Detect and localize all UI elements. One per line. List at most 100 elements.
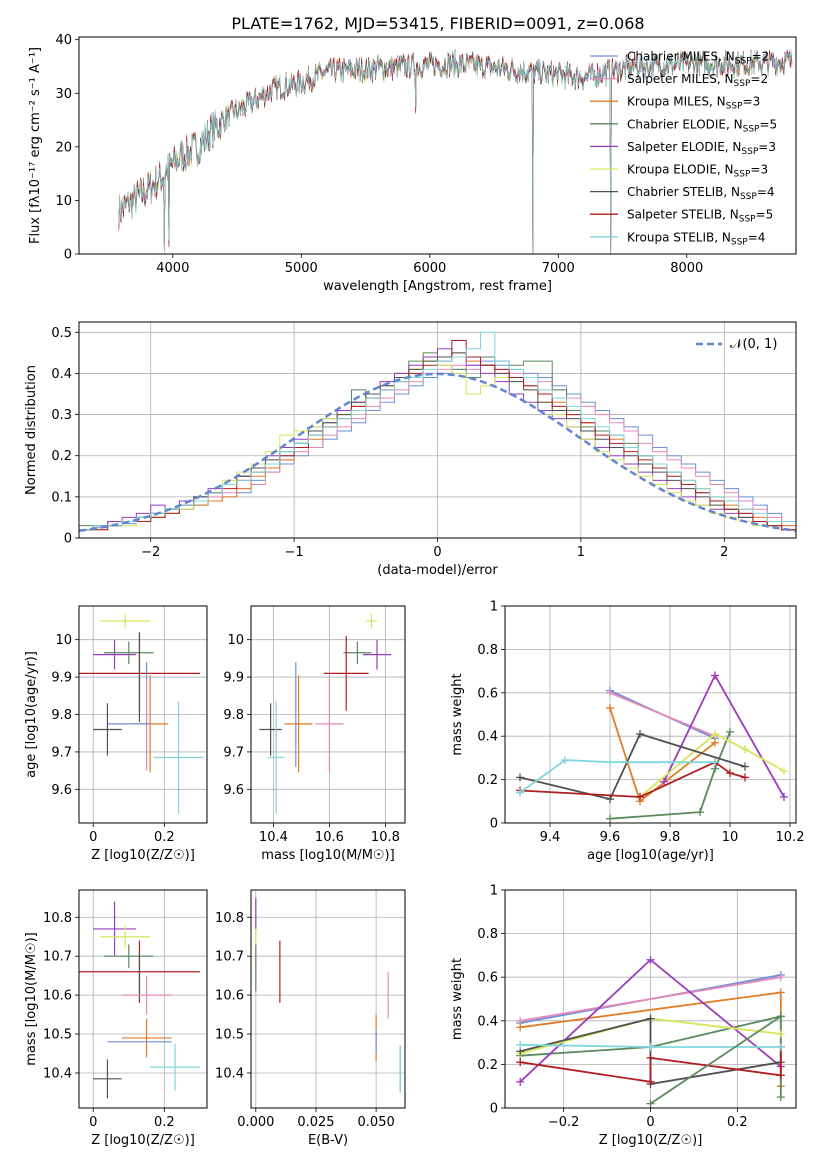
weight-line-ChabrierSTELIB <box>519 1017 781 1086</box>
y-tick-label: 0.6 <box>477 971 498 986</box>
x-tick-label: 6000 <box>413 261 446 276</box>
spectrum-line-KroupaSTELIB <box>118 49 793 254</box>
plot-area <box>516 955 785 1108</box>
plot-area <box>259 613 391 814</box>
weight-line-ChabrierELODIE <box>609 731 731 820</box>
axes-mass-weight-vs-age: 9.4 9.6 9.8 10 10.2 0 0.2 0.4 0.6 0.8 1 age [log10(… <box>450 600 804 864</box>
histogram-KroupaSTELIB <box>79 331 796 538</box>
y-tick-label: 40 <box>55 33 72 48</box>
y-tick-label: 0.4 <box>51 367 72 382</box>
axes-frame <box>78 36 797 255</box>
y-tick-label: 0.1 <box>51 490 72 505</box>
x-tick-label: 0.2 <box>154 830 175 845</box>
x-tick-label: 0.2 <box>727 1115 748 1130</box>
x-tick-label: 1 <box>577 545 585 560</box>
plots-layer: 4000 5000 6000 7000 8000010203040wavelength … <box>24 33 804 1148</box>
spectrum-legend: Chabrier MILES, NSSP=2 Salpeter MILES, NS… <box>590 50 777 247</box>
plot-area <box>255 897 401 1093</box>
y-axis-label: Normed distribution <box>24 365 39 495</box>
y-tick-label: 0.4 <box>477 1014 498 1029</box>
legend-label: Kroupa ELODIE, NSSP=3 <box>627 163 768 180</box>
residual-legend: 𝒩(0, 1) <box>696 337 777 352</box>
axes-mass-weight-vs-Z: −0.2 0 0.2 0 0.2 0.4 0.6 0.8 1 Z [log10(Z/Z☉)] mas… <box>450 884 797 1148</box>
y-tick-label: 10.4 <box>43 1066 72 1081</box>
x-tick-label: 9.4 <box>540 830 561 845</box>
x-axis-label: Z [log10(Z/Z☉)] <box>599 1133 703 1148</box>
x-axis-label: wavelength [Angstrom, rest frame] <box>323 279 552 294</box>
x-tick-label: 0 <box>89 830 97 845</box>
weight-line-SalpeterMILES <box>609 691 716 738</box>
x-axis-label: mass [log10(M/M☉)] <box>261 848 394 863</box>
plot-area <box>118 48 793 254</box>
x-axis-label: age [log10(age/yr)] <box>587 848 714 863</box>
x-tick-label: −2 <box>141 545 160 560</box>
plot-area <box>79 613 204 814</box>
y-tick-label: 9.8 <box>51 708 72 723</box>
x-axis-label: Z [log10(Z/Z☉)] <box>91 1133 195 1148</box>
y-axis-label: Flux [fλ10⁻¹⁷ erg cm⁻² s⁻¹ A⁻¹] <box>28 47 43 244</box>
x-tick-label: 0 <box>433 545 441 560</box>
y-tick-label: 9.6 <box>223 783 244 798</box>
x-tick-label: −0.2 <box>548 1115 580 1130</box>
x-tick-label: 10 <box>722 830 739 845</box>
x-tick-label: 2 <box>720 545 728 560</box>
y-tick-label: 9.9 <box>51 671 72 686</box>
y-axis-label: age [log10(age/yr)] <box>24 651 39 778</box>
y-tick-label: 10.7 <box>43 950 72 965</box>
y-tick-label: 9.8 <box>223 708 244 723</box>
x-axis-label: (data-model)/error <box>377 563 498 578</box>
x-axis-label: E(B-V) <box>308 1133 348 1148</box>
legend-label: Chabrier ELODIE, NSSP=5 <box>627 117 777 134</box>
weight-line-ChabrierSTELIB <box>519 732 746 801</box>
axes-mass-vs-Z: 0 0.2 10.4 10.5 10.6 10.7 10.8 Z [log10(Z/Z☉)] m… <box>24 889 208 1148</box>
axes-spectrum: 4000 5000 6000 7000 8000 0 10 20 30 40 wavelength … <box>28 33 797 294</box>
y-tick-label: 10 <box>55 633 72 648</box>
y-tick-label: 10.5 <box>215 1028 244 1043</box>
axes-residuals: −2 −1 0 1 2 0 0.1 0.2 0.3 0.4 0.5 (data-model)/erro… <box>24 321 797 578</box>
axes-frame <box>504 889 797 1109</box>
y-tick-label: 1 <box>490 600 498 615</box>
y-tick-label: 0.6 <box>477 686 498 701</box>
y-tick-label: 0 <box>64 248 72 263</box>
y-tick-label: 1 <box>490 884 498 899</box>
x-tick-label: 5000 <box>285 261 318 276</box>
x-tick-label: 0 <box>89 1115 97 1130</box>
legend-label: Chabrier MILES, NSSP=2 <box>627 50 769 67</box>
x-tick-label: 10.4 <box>259 830 288 845</box>
x-tick-label: 4000 <box>156 261 189 276</box>
x-tick-label: 0.050 <box>358 1115 395 1130</box>
x-tick-label: 8000 <box>670 261 703 276</box>
x-axis-label: Z [log10(Z/Z☉)] <box>91 848 195 863</box>
y-axis-label: mass weight <box>450 958 465 1040</box>
x-tick-label: 0 <box>646 1115 654 1130</box>
axes-age-vs-mass: 10.4 10.6 10.8 9.6 9.7 9.8 9.9 10 mass [log10(M/… <box>223 605 406 863</box>
legend-label: Kroupa STELIB, NSSP=4 <box>627 230 765 247</box>
normal-curve <box>79 372 796 533</box>
plot-area <box>79 331 796 538</box>
axes-frame <box>250 889 406 1109</box>
legend-label: 𝒩(0, 1) <box>730 337 777 352</box>
weight-line-KroupaELODIE <box>639 732 785 798</box>
y-tick-label: 0.5 <box>51 326 72 341</box>
y-tick-label: 10.5 <box>43 1028 72 1043</box>
axes-mass-vs-EBV: 0.000 0.025 0.050 10.4 10.5 10.6 10.7 10.8 E(B-V… <box>215 889 406 1148</box>
y-tick-label: 10 <box>227 633 244 648</box>
y-tick-label: 0.3 <box>51 408 72 423</box>
x-tick-label: 9.8 <box>660 830 681 845</box>
y-tick-label: 0 <box>490 817 498 832</box>
x-tick-label: 0.025 <box>297 1115 334 1130</box>
y-tick-label: 10.8 <box>43 911 72 926</box>
x-tick-label: 0.000 <box>237 1115 274 1130</box>
axes-frame <box>78 321 797 539</box>
y-tick-label: 0.8 <box>477 643 498 658</box>
legend-label: Salpeter MILES, NSSP=2 <box>627 72 768 89</box>
y-axis-label: mass weight <box>450 673 465 755</box>
y-tick-label: 0 <box>64 532 72 547</box>
x-tick-label: 7000 <box>542 261 575 276</box>
weight-line-SalpeterMILES <box>520 976 781 1022</box>
legend-label: Salpeter ELODIE, NSSP=3 <box>627 140 776 157</box>
y-tick-label: 10.6 <box>215 989 244 1004</box>
y-tick-label: 10.6 <box>43 989 72 1004</box>
y-tick-label: 0 <box>490 1102 498 1117</box>
